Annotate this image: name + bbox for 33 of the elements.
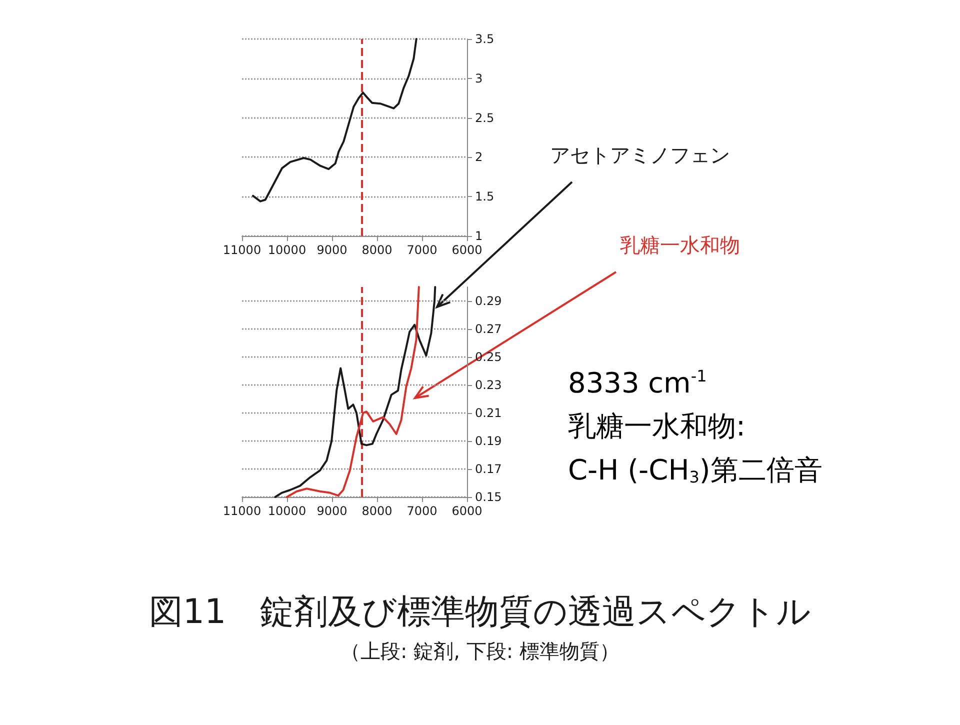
y-tick-label: 1 [475, 229, 483, 243]
y-tick-label: 3.5 [475, 32, 494, 46]
y-tick-label: 0.21 [475, 406, 502, 420]
x-tick-label: 9000 [316, 504, 348, 518]
x-tick-label: 10000 [268, 243, 306, 257]
text: C-H (-CH3)第二倍音 [568, 454, 822, 486]
text: （上段: 錠剤, 下段: 標準物質） [340, 639, 620, 663]
x-tick-label: 6000 [452, 243, 482, 257]
y-tick-label: 0.19 [475, 434, 502, 448]
y-tick-label: 0.15 [475, 490, 502, 504]
y-tick-label: 0.29 [475, 294, 502, 308]
x-tick-label: 8000 [362, 243, 392, 257]
x-tick-label: 6000 [452, 504, 482, 518]
y-tick-label: 0.23 [475, 378, 502, 392]
text: 乳糖一水和物: [568, 410, 746, 442]
y-tick-label: 0.17 [475, 462, 502, 476]
x-tick-label: 9000 [316, 243, 348, 257]
x-tick-label: 11000 [222, 504, 262, 518]
x-tick-label: 7000 [406, 243, 438, 257]
x-tick-label: 7000 [406, 504, 438, 518]
x-tick-label: 11000 [222, 243, 262, 257]
line-series [286, 286, 420, 498]
y-tick-label: 2 [475, 150, 483, 164]
y-tick-label: 0.27 [475, 322, 502, 336]
text: 乳糖一水和物 [620, 233, 740, 257]
y-tick-label: 1.5 [475, 190, 494, 204]
y-tick-label: 3 [475, 71, 483, 86]
text: 図11 錠剤及び標準物質の透過スペクトル [148, 592, 812, 632]
text: アセトアミノフェン [550, 143, 730, 167]
line-series [252, 38, 418, 202]
x-tick-label: 10000 [268, 504, 306, 518]
y-tick-label: 2.5 [475, 110, 494, 125]
x-tick-label: 8000 [362, 504, 392, 518]
